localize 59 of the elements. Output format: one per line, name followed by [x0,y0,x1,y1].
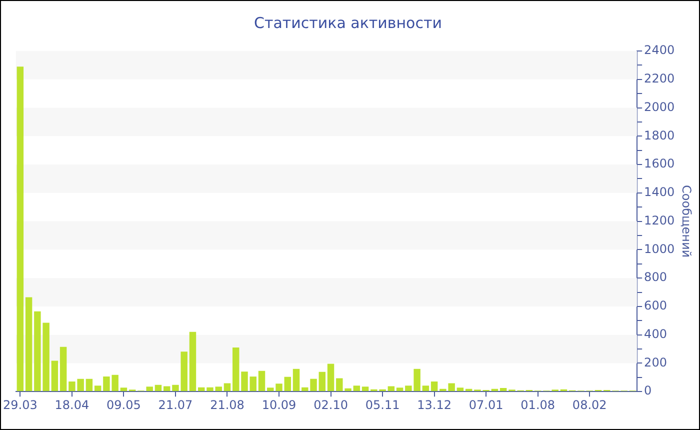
bar [60,346,67,392]
bar [500,388,507,392]
bar [422,386,430,392]
y-tick-label: 2400 [644,43,675,58]
bar [284,376,291,392]
bar [250,376,256,392]
bar [232,347,240,392]
bar [224,383,231,392]
y-tick-label: 1800 [644,128,675,142]
bar [206,387,214,392]
y-tick-label: 1200 [644,213,675,228]
x-tick-label: 02.10 [314,398,348,412]
bar [163,386,170,392]
bar [327,364,334,392]
chart-title: Статистика активности [254,14,442,32]
x-tick-label: 18.04 [54,398,90,412]
x-tick-label: 13.12 [417,398,452,412]
bar [318,372,326,392]
y-tick-label: 400 [644,326,667,341]
bar [16,66,24,392]
bar [94,386,102,392]
x-tick-label: 08.02 [572,398,607,412]
x-tick-label: 21.07 [158,398,193,412]
bar [362,386,369,392]
bar [198,387,205,392]
y-axis-title: Сообщений [680,185,694,258]
y-tick-label: 200 [644,355,667,370]
bar [267,388,274,392]
x-tick-label: 21.08 [210,398,244,412]
bar [353,386,360,392]
bar [189,332,196,392]
y-tick-label: 2200 [644,72,675,86]
bar [120,388,128,392]
bar [456,388,464,392]
bar [215,386,222,392]
x-tick-label: 09.05 [106,398,141,412]
y-tick-label: 1600 [644,156,675,171]
y-tick-label: 2000 [644,100,675,114]
x-tick-label: 29.03 [2,398,38,412]
bar [258,370,266,392]
y-tick-label: 1000 [644,242,675,256]
bar [430,382,438,392]
bar [86,378,93,392]
bar [276,384,282,392]
x-tick-label: 05.11 [365,398,400,412]
bar [25,297,32,392]
y-tick-label: 800 [644,270,667,284]
bar [241,372,248,392]
bar [292,368,300,392]
bar [154,384,162,392]
y-tick-label: 600 [644,298,667,313]
x-tick-label: 01.08 [520,398,556,412]
bar [388,386,395,392]
y-tick-label: 0 [644,384,652,398]
y-tick-label: 1400 [644,185,675,200]
x-tick-label: 10.09 [262,398,296,412]
bar [396,388,404,392]
x-tick-label: 07.01 [468,398,504,412]
bar [51,360,58,392]
